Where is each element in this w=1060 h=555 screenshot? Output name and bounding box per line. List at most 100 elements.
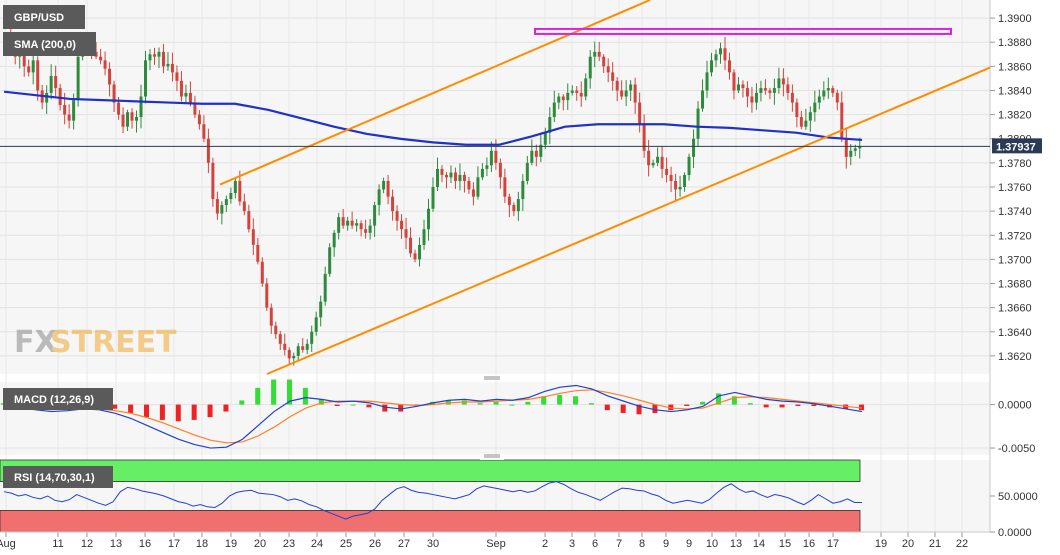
- macd-histogram-bar: [398, 404, 404, 412]
- candle-body: [152, 54, 156, 57]
- time-tick-label: 24: [311, 538, 323, 550]
- candle-body: [750, 96, 754, 103]
- macd-histogram-bar: [128, 404, 134, 413]
- symbol-label[interactable]: GBP/USD: [3, 5, 85, 29]
- time-tick-label: 19: [225, 538, 237, 550]
- candle-body: [373, 205, 377, 226]
- time-tick-label: 10: [706, 538, 718, 550]
- time-tick-label: 25: [340, 538, 352, 550]
- time-tick-label: 27: [398, 538, 410, 550]
- candle-body: [476, 177, 480, 197]
- price-axis-area: [990, 0, 1060, 532]
- channel-lower-line: [266, 66, 991, 375]
- candle-body: [76, 56, 80, 101]
- rsi-overbought-zone: [0, 459, 861, 483]
- candle-body: [781, 78, 785, 85]
- rsi-resize-handle[interactable]: [480, 454, 504, 460]
- candle-body: [67, 114, 71, 121]
- candle-body: [287, 349, 291, 359]
- price-tick-label: 1.3760: [998, 182, 1032, 194]
- candle-body: [117, 102, 121, 115]
- candle-body: [238, 180, 242, 202]
- candle-body: [624, 90, 628, 97]
- macd-histogram-bar: [811, 404, 817, 406]
- candle-body: [647, 150, 651, 166]
- channel-upper-line: [219, 0, 651, 186]
- sma-label[interactable]: SMA (200,0): [3, 32, 96, 56]
- time-tick-label: 21: [929, 538, 941, 550]
- rsi-layer: 50.0000 0.0000: [0, 459, 1038, 539]
- candle-body: [130, 112, 134, 121]
- candle-body: [858, 145, 862, 149]
- macd-histogram-bar: [255, 387, 261, 405]
- candle-body: [701, 90, 705, 109]
- price-tick-label: 1.3700: [998, 254, 1032, 266]
- candle-body: [247, 211, 251, 230]
- macd-histogram-bar: [144, 404, 149, 418]
- grid: [0, 0, 990, 532]
- macd-label[interactable]: MACD (12,26,9): [3, 388, 113, 410]
- macd-histogram-bar: [350, 404, 356, 406]
- candle-body: [507, 196, 511, 206]
- candle-body: [161, 51, 165, 67]
- candle-body: [817, 96, 821, 103]
- candle-body: [665, 168, 669, 175]
- candle-body: [759, 88, 763, 93]
- macd-histogram-bar: [318, 399, 324, 405]
- candle-body: [22, 48, 26, 67]
- candle-body: [683, 174, 687, 187]
- macd-histogram-bar: [541, 396, 547, 405]
- candle-body: [224, 199, 228, 206]
- candle-body: [840, 102, 844, 139]
- candle-body: [696, 108, 700, 139]
- candle-body: [835, 92, 839, 103]
- macd-histogram-bar: [636, 404, 642, 415]
- candle-body: [166, 63, 170, 67]
- macd-histogram-bar: [620, 404, 626, 413]
- rsi-label[interactable]: RSI (14,70,30,1): [3, 466, 113, 488]
- last-price-text: 1.37937: [996, 141, 1036, 153]
- candle-body: [391, 196, 395, 212]
- macd-histogram-bar: [700, 401, 706, 405]
- candle-body: [242, 201, 246, 212]
- price-tick-label: 1.3660: [998, 303, 1032, 315]
- candle-body: [139, 96, 143, 118]
- candle-body: [521, 180, 525, 200]
- symbol-text: GBP/USD: [14, 12, 64, 24]
- candle-body: [283, 343, 287, 350]
- macd-histogram-bar: [493, 401, 499, 405]
- macd-histogram-bar: [525, 401, 531, 405]
- fxstreet-logo: FX STREET: [14, 325, 177, 360]
- candle-body: [786, 84, 790, 93]
- candle-body: [584, 78, 588, 97]
- candle-body: [220, 205, 224, 214]
- candle-body: [548, 117, 552, 133]
- candle-body: [602, 56, 606, 67]
- candle-body: [319, 301, 323, 318]
- candle-body: [202, 124, 206, 139]
- candle-body: [498, 162, 502, 178]
- candle-body: [359, 223, 363, 230]
- time-tick-label: 20: [902, 538, 914, 550]
- rsi-line: [3, 481, 862, 520]
- candle-body: [503, 177, 507, 197]
- candle-body: [718, 48, 722, 55]
- candle-body: [579, 92, 583, 97]
- candle-body: [849, 150, 853, 157]
- candle-body: [543, 132, 547, 145]
- candle-body: [305, 343, 309, 350]
- macd-histogram-bar: [716, 393, 721, 405]
- candle-body: [355, 223, 359, 226]
- candle-body: [651, 162, 655, 166]
- candle-body: [157, 51, 161, 57]
- macd-resize-handle[interactable]: [480, 375, 504, 381]
- candle-body: [27, 66, 31, 73]
- candle-body: [170, 63, 174, 73]
- price-tick-label: 1.3860: [998, 61, 1032, 73]
- rsi-oversold-zone: [0, 509, 861, 533]
- candle-body: [485, 165, 489, 169]
- macd-line: [3, 384, 863, 449]
- macd-histogram-bar: [302, 387, 308, 405]
- candle-body: [471, 189, 475, 197]
